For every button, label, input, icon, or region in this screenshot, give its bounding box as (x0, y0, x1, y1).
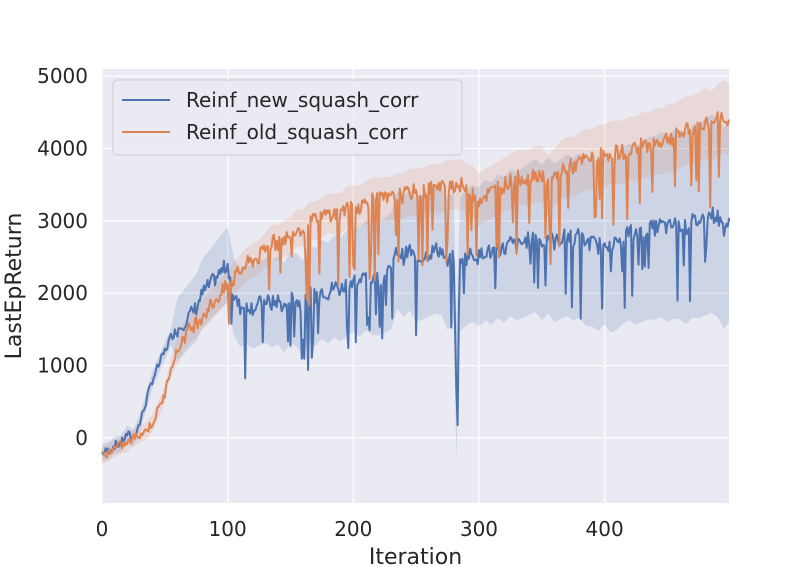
x-tick-label: 200 (334, 517, 372, 541)
series-line-reinf-old-squash-corr (101, 111, 730, 459)
legend-box (112, 79, 463, 156)
series-line-reinf-new-squash-corr (101, 206, 730, 456)
x-axis-label: Iteration (369, 545, 462, 567)
y-axis-ticks: 0 1000 2000 3000 4000 5000 (37, 64, 88, 450)
x-tick-label: 0 (96, 517, 109, 541)
legend: Reinf_new_squash_corr Reinf_old_squash_c… (112, 79, 463, 156)
legend-label-reinf-old-squash-corr: Reinf_old_squash_corr (186, 120, 408, 144)
y-tick-label: 2000 (37, 281, 88, 305)
y-tick-label: 3000 (37, 209, 88, 233)
y-axis-label: LastEpReturn (2, 213, 27, 360)
x-tick-label: 300 (460, 517, 498, 541)
y-tick-label: 5000 (37, 64, 88, 88)
x-tick-label: 400 (586, 517, 624, 541)
y-tick-label: 4000 (37, 137, 88, 161)
y-tick-label: 1000 (37, 354, 88, 378)
y-tick-label: 0 (75, 426, 88, 450)
x-axis-ticks: 0 100 200 300 400 (96, 517, 624, 541)
x-tick-label: 100 (209, 517, 247, 541)
series-lines (101, 111, 730, 459)
confidence-band-reinf-old-squash-corr (102, 80, 729, 465)
legend-label-reinf-new-squash-corr: Reinf_new_squash_corr (186, 88, 419, 112)
